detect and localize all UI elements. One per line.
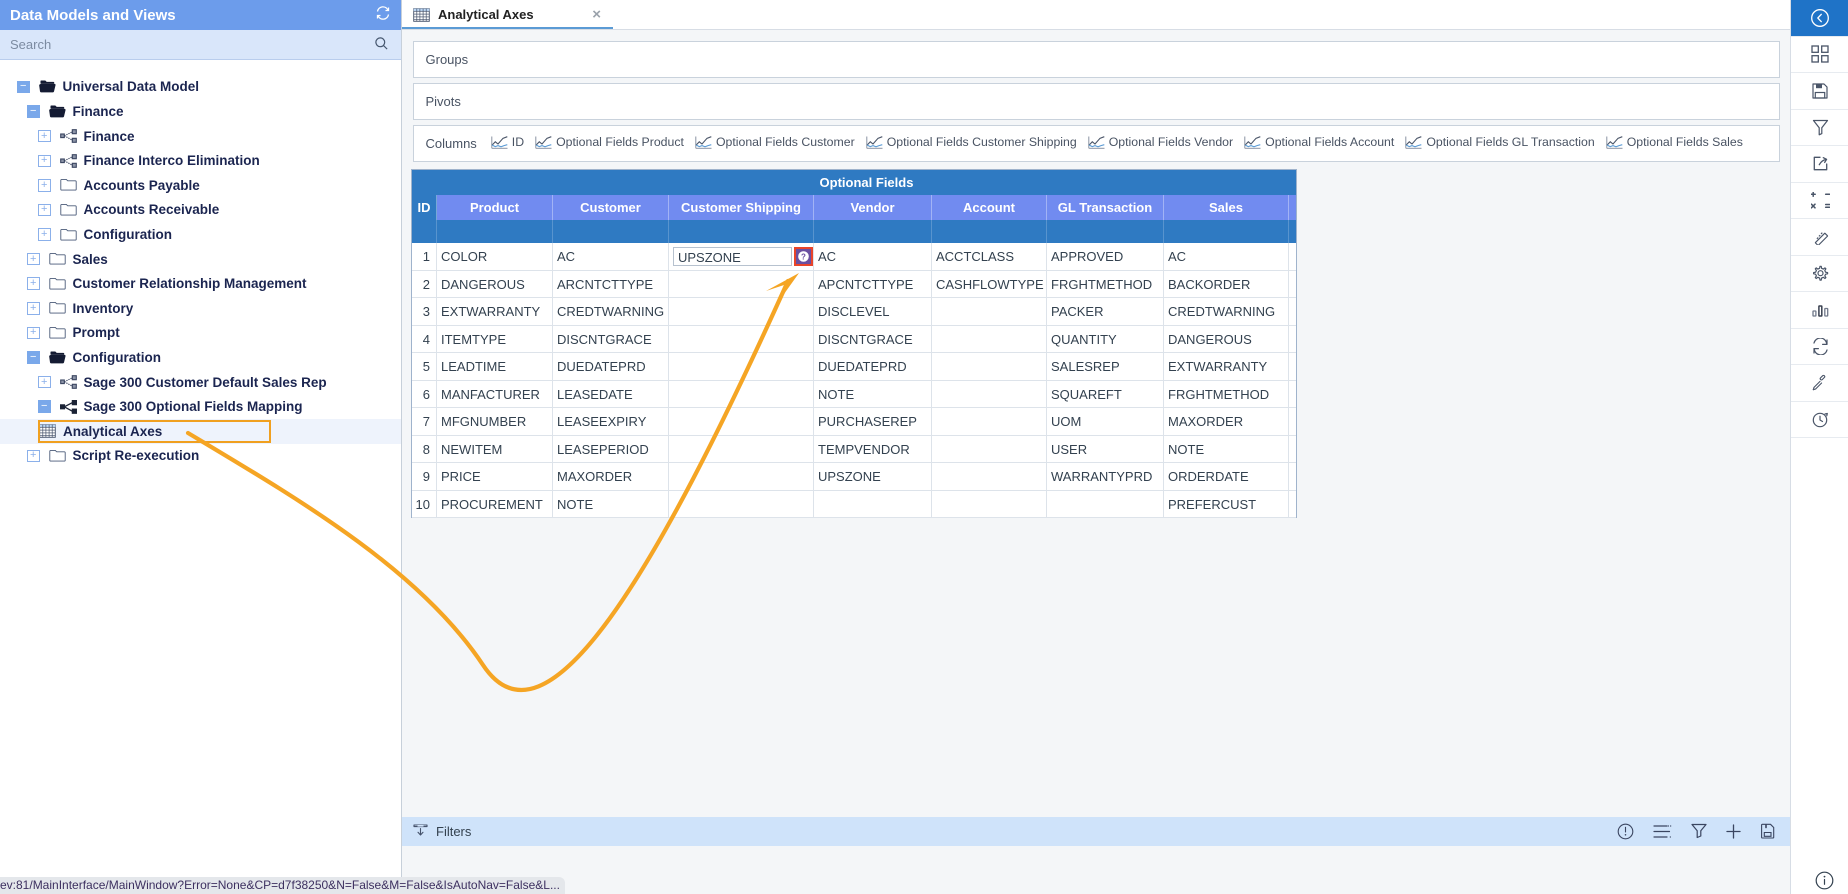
svg-text:?: ? <box>801 253 806 262</box>
